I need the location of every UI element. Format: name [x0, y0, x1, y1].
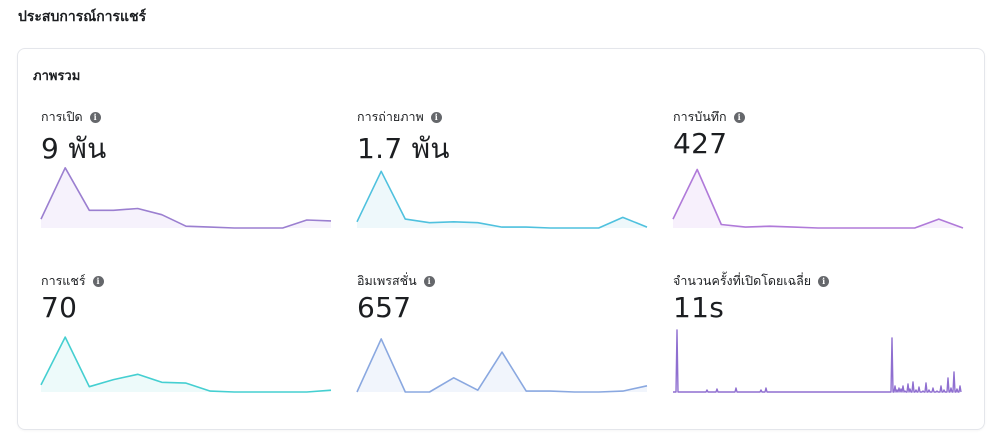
- page-title: ประสบการณ์การแชร์: [18, 9, 147, 25]
- metric-impressions: อิมเพรสชั่น i 657: [356, 271, 657, 421]
- info-icon[interactable]: i: [89, 111, 101, 123]
- sparkline-line: [673, 329, 962, 393]
- metric-label: การเปิด: [41, 109, 83, 124]
- sparkline-area: [357, 338, 647, 392]
- sparkline: [40, 167, 332, 229]
- sparkline: [672, 168, 964, 229]
- metric-label: การถ่ายภาพ: [357, 109, 424, 124]
- metric-value: 427: [673, 127, 728, 160]
- sparkline-line: [672, 168, 964, 229]
- metric-label: จำนวนครั้งที่เปิดโดยเฉลี่ย: [673, 273, 812, 288]
- info-icon[interactable]: i: [733, 111, 745, 123]
- metric-value: 11s: [673, 291, 725, 324]
- sparkline-line: [356, 338, 648, 393]
- sparkline: [356, 338, 648, 393]
- sparkline-area: [41, 167, 331, 228]
- metric-value: 9 พัน: [41, 132, 107, 165]
- sparkline-line: [40, 167, 332, 229]
- sparkline: [673, 329, 962, 393]
- sparkline-area: [673, 169, 963, 228]
- metric-opens: การเปิด i 9 พัน: [40, 107, 341, 257]
- info-icon[interactable]: i: [430, 111, 442, 123]
- metric-screenshots: การถ่ายภาพ i 1.7 พัน: [356, 107, 657, 257]
- sparkline-area: [357, 171, 647, 228]
- overview-card: ภาพรวม การเปิด i 9 พัน การถ่ายภาพ i 1.7 …: [17, 48, 985, 430]
- metric-label: การบันทึก: [673, 109, 727, 124]
- sparkline-area: [41, 337, 331, 392]
- card-title: ภาพรวม: [33, 69, 81, 84]
- info-icon[interactable]: i: [92, 275, 104, 287]
- metric-label: อิมเพรสชั่น: [357, 273, 417, 288]
- sparkline-line: [40, 336, 332, 393]
- info-icon[interactable]: i: [423, 275, 435, 287]
- metric-value: 1.7 พัน: [357, 132, 450, 165]
- sparkline-line: [356, 170, 648, 229]
- metric-value: 657: [357, 291, 412, 324]
- metric-saves: การบันทึก i 427: [672, 107, 973, 257]
- metric-shares: การแชร์ i 70: [40, 271, 341, 421]
- metric-label: การแชร์: [41, 273, 86, 288]
- sparkline: [40, 336, 332, 393]
- metric-value: 70: [41, 291, 78, 324]
- info-icon[interactable]: i: [818, 275, 830, 287]
- metric-average-open-time: จำนวนครั้งที่เปิดโดยเฉลี่ย i 11s: [673, 271, 973, 421]
- sparkline: [356, 170, 648, 229]
